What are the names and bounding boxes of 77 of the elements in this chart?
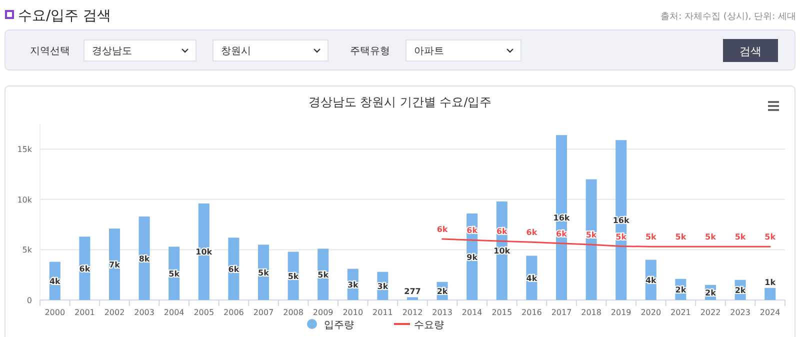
x-tick-label: 2008 xyxy=(283,308,304,317)
data-label: 4k xyxy=(49,276,62,286)
x-tick-label: 2007 xyxy=(253,308,274,317)
data-label: 5k xyxy=(734,232,746,242)
data-label: 2k xyxy=(675,285,687,294)
x-tick-label: 2014 xyxy=(462,308,482,317)
x-tick-label: 2013 xyxy=(432,308,452,317)
x-tick-label: 2018 xyxy=(581,308,602,317)
data-label: 6k xyxy=(436,224,448,234)
data-label: 6k xyxy=(526,228,538,238)
data-label: 5k xyxy=(645,232,658,242)
x-tick-label: 2000 xyxy=(44,308,66,317)
x-tick-label: 2002 xyxy=(104,308,125,317)
data-label: 6k xyxy=(228,264,240,274)
line-series xyxy=(442,238,771,248)
x-tick-label: 2019 xyxy=(610,308,632,317)
data-label: 4k xyxy=(645,276,658,285)
x-tick-label: 2022 xyxy=(700,308,721,317)
x-tick-label: 2017 xyxy=(551,308,572,317)
legend-label: 입주량 xyxy=(324,320,354,331)
source-note: 출처: 자체수집 (상시), 단위: 세대 xyxy=(660,12,796,22)
y-tick-label: 5k xyxy=(22,246,32,255)
data-label: 3k xyxy=(347,280,360,290)
x-tick-label: 2015 xyxy=(492,308,512,317)
data-label: 5k xyxy=(318,270,330,280)
x-tick-label: 2011 xyxy=(372,308,393,317)
x-tick-label: 2024 xyxy=(760,308,780,317)
text: 경상남도 xyxy=(92,46,132,57)
chart-title: 경상남도 창원시 기간별 수요/입주 xyxy=(308,95,492,109)
text: 주택유형 xyxy=(350,46,390,57)
data-label: 2k xyxy=(734,286,746,295)
data-label: 6k xyxy=(496,227,508,236)
x-tick-label: 2010 xyxy=(342,308,364,317)
x-tick-label: 2016 xyxy=(522,308,542,317)
legend-label: 수요량 xyxy=(414,320,444,331)
x-tick-label: 2020 xyxy=(640,308,662,317)
bar xyxy=(138,216,150,300)
data-label: 5k xyxy=(586,230,598,240)
x-tick-label: 2004 xyxy=(164,308,184,317)
data-label: 5k xyxy=(764,232,776,242)
bar xyxy=(406,297,418,300)
bar xyxy=(764,288,776,300)
text: 수요/입주 검색 xyxy=(18,8,112,24)
data-label: 6k xyxy=(79,264,91,274)
data-label: 7k xyxy=(109,260,121,270)
x-tick-label: 2012 xyxy=(402,308,423,317)
data-label: 5k xyxy=(168,269,180,278)
data-label: 2k xyxy=(705,288,717,298)
data-label: 2k xyxy=(436,286,448,296)
bar xyxy=(586,179,597,300)
data-label: 4k xyxy=(526,274,538,283)
data-label: 1k xyxy=(764,278,776,287)
data-label: 6k xyxy=(466,226,478,236)
x-tick-label: 2001 xyxy=(74,308,95,317)
data-label: 8k xyxy=(138,254,150,264)
text: 지역선택 xyxy=(30,46,70,57)
data-label: 6k xyxy=(556,229,568,238)
data-label: 5k xyxy=(705,232,717,242)
text: 창원시 xyxy=(221,46,251,57)
text: 검색 xyxy=(740,45,762,58)
y-tick-label: 0 xyxy=(26,296,32,305)
data-label: 5k xyxy=(616,232,628,242)
text: 아파트 xyxy=(414,46,444,57)
data-label: 9k xyxy=(466,252,478,262)
data-label: 5k xyxy=(288,272,300,281)
y-tick-label: 10k xyxy=(17,195,32,204)
x-tick-label: 2005 xyxy=(194,308,214,317)
x-tick-label: 2003 xyxy=(134,308,154,317)
data-label: 3k xyxy=(377,282,389,291)
x-tick-label: 2009 xyxy=(312,308,334,317)
data-label: 5k xyxy=(675,232,687,242)
y-tick-label: 15k xyxy=(17,145,32,154)
x-tick-label: 2023 xyxy=(730,308,750,317)
x-tick-label: 2021 xyxy=(670,308,691,317)
data-label: 277 xyxy=(404,287,421,296)
data-label: 5k xyxy=(258,268,270,278)
x-tick-label: 2006 xyxy=(224,308,244,317)
